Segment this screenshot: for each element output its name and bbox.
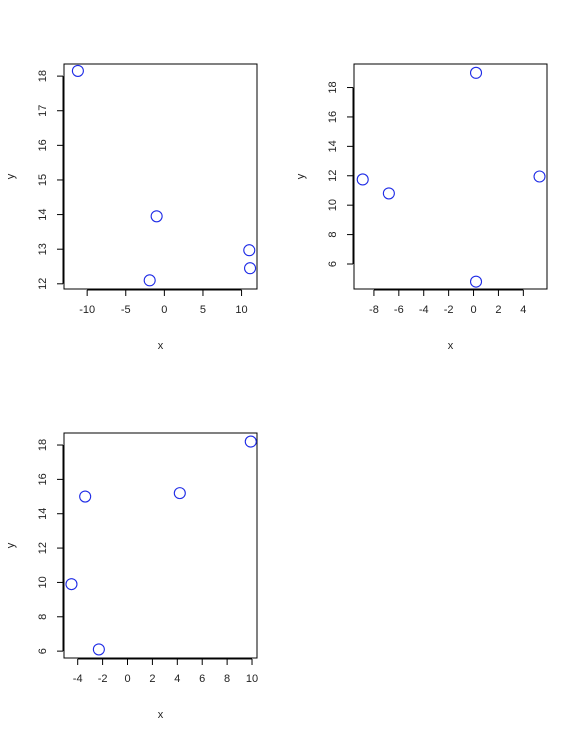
- panel-1-data-point: [143, 274, 156, 287]
- panel-2-x-tick-label: 2: [495, 304, 501, 316]
- panel-3-x-tick-label: 6: [199, 673, 205, 685]
- panel-1-y-tick-label: 18: [37, 70, 49, 82]
- panel-2-y-tick-label: 8: [327, 232, 339, 238]
- panel-2-y-tick-label: 10: [327, 199, 339, 211]
- panel-1-y-tick-label: 16: [37, 139, 49, 151]
- panel-3: -4 -2 0 2 4 6 8 10 6 8 10 12 14 16 18 x y: [5, 432, 258, 721]
- panel-1-y-tick-label: 12: [37, 278, 49, 290]
- panel-1-y-tick-label: 13: [37, 243, 49, 255]
- panel-2-x-tick-label: -6: [394, 304, 404, 316]
- panel-1-x-tick-label: 5: [200, 304, 206, 316]
- panel-1-y-tick-label: 17: [37, 105, 49, 117]
- panel-2: -8 -6 -4 -2 0 2 4 6 8 10 12 14 16 18 x y: [295, 63, 548, 352]
- panel-2-x-tick-label: -2: [444, 304, 454, 316]
- panel-2-plot-frame: [353, 63, 548, 290]
- panel-3-x-tick-label: -2: [98, 673, 108, 685]
- panel-3-data-point: [92, 643, 105, 656]
- panel-2-data-point: [469, 275, 483, 288]
- panel-1-x-tick-label: 10: [235, 304, 247, 316]
- panel-1-y-axis-title: y: [5, 173, 17, 179]
- panel-1-x-tick-label: -10: [79, 304, 95, 316]
- panel-2-y-tick-label: 6: [327, 261, 339, 267]
- panel-3-data-point: [79, 490, 92, 503]
- panel-1: -10 -5 0 5 10 12 13 14 15 16 17 18 x y: [5, 63, 258, 352]
- panel-3-x-axis-title: x: [158, 709, 164, 721]
- panel-3-y-tick-label: 10: [37, 576, 49, 588]
- panel-2-x-tick-label: -4: [419, 304, 429, 316]
- panel-3-y-tick-label: 16: [37, 473, 49, 485]
- panel-3-x-tick-label: 8: [224, 673, 230, 685]
- panel-3-x-tick-label: -4: [73, 673, 83, 685]
- panel-3-y-tick-label: 6: [37, 648, 49, 654]
- panel-3-x-tick-label: 0: [124, 673, 130, 685]
- panel-2-y-tick-label: 16: [327, 111, 339, 123]
- panel-1-data-point: [243, 244, 256, 257]
- panel-3-data-point: [173, 487, 186, 500]
- panel-2-x-axis-title: x: [448, 340, 454, 352]
- panel-1-x-tick-label: 0: [161, 304, 167, 316]
- panel-3-plot-frame: [63, 432, 258, 659]
- panel-3-x-tick-label: 10: [246, 673, 258, 685]
- panel-2-y-tick-label: 14: [327, 140, 339, 152]
- panel-2-x-tick-label: -8: [369, 304, 379, 316]
- panel-2-y-tick-label: 18: [327, 81, 339, 93]
- panel-3-y-tick-label: 18: [37, 439, 49, 451]
- panel-3-data-point: [244, 435, 257, 448]
- panel-2-y-tick-label: 12: [327, 170, 339, 182]
- panel-3-y-tick-label: 8: [37, 614, 49, 620]
- panel-2-x-tick-label: 0: [470, 304, 476, 316]
- panel-1-x-tick-label: -5: [121, 304, 131, 316]
- panel-2-x-tick-label: 4: [520, 304, 526, 316]
- panel-3-y-tick-label: 12: [37, 542, 49, 554]
- panel-1-data-point: [244, 262, 257, 275]
- panel-2-data-point: [533, 170, 546, 183]
- panel-2-y-axis-title: y: [295, 173, 307, 179]
- panel-3-x-tick-label: 4: [174, 673, 180, 685]
- panel-3-y-axis-title: y: [5, 542, 17, 548]
- panel-2-data-point: [356, 173, 369, 186]
- panel-1-x-axis-title: x: [158, 340, 164, 352]
- panel-3-y-tick-label: 14: [37, 508, 49, 520]
- panel-1-y-tick-label: 14: [37, 208, 49, 220]
- panel-1-data-point: [150, 210, 163, 223]
- panel-2-data-point: [469, 66, 483, 79]
- panel-3-data-point: [65, 578, 78, 591]
- panel-1-plot-frame: [63, 63, 258, 290]
- panel-1-y-tick-label: 15: [37, 174, 49, 186]
- panel-2-data-point: [382, 187, 395, 200]
- panel-3-x-tick-label: 2: [149, 673, 155, 685]
- panel-1-data-point: [71, 64, 84, 77]
